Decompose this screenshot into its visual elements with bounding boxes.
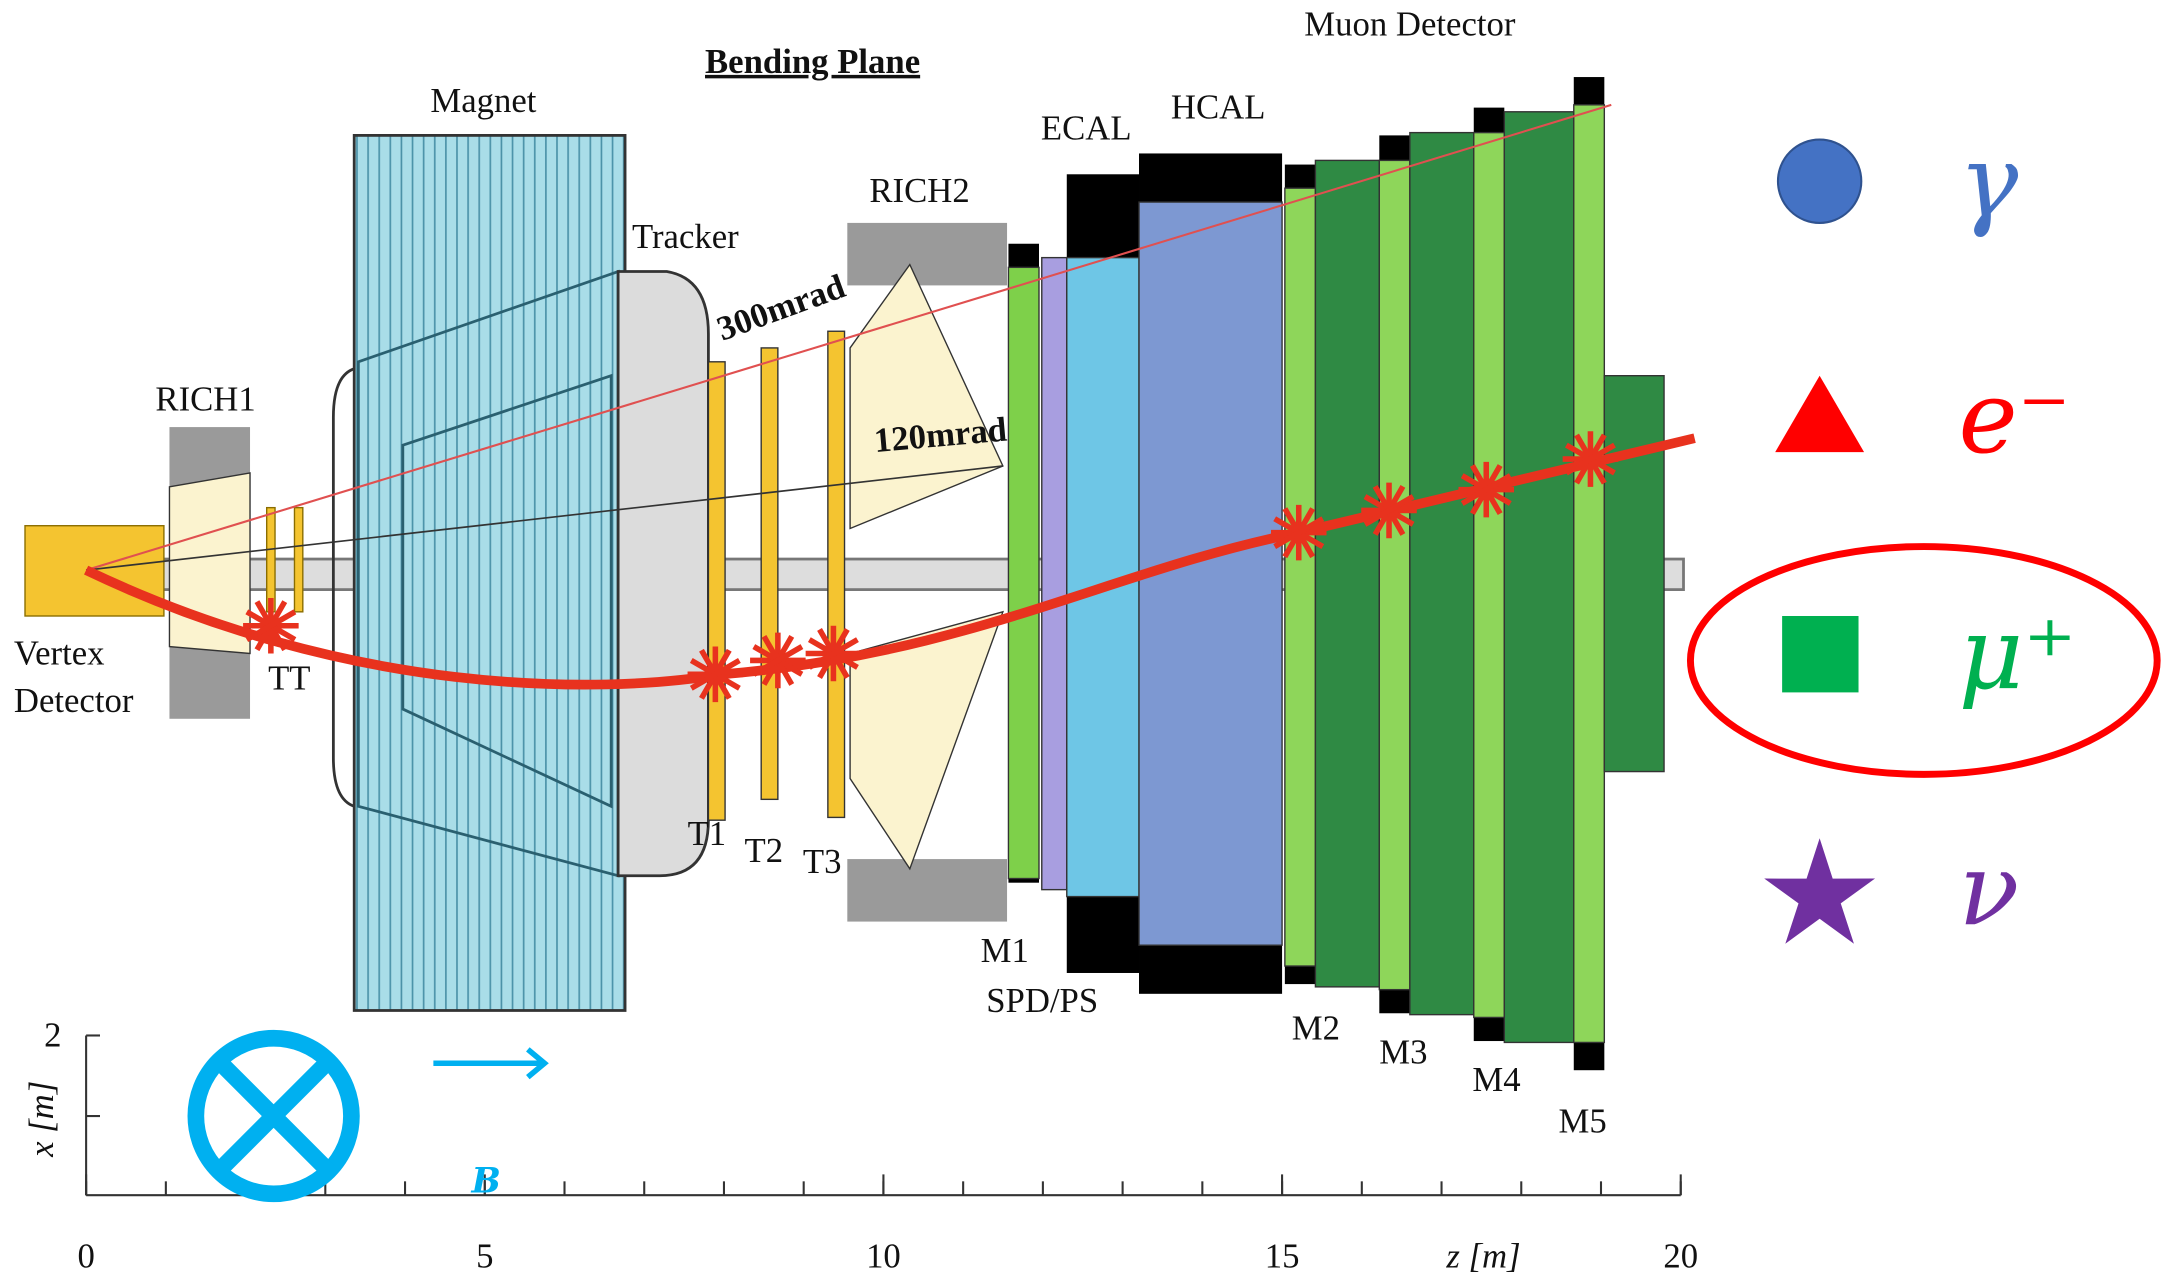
highlight-ring [1690,547,2157,775]
label: Detector [14,681,134,720]
tick-label: 20 [1663,1236,1698,1275]
label: RICH2 [869,171,969,210]
diagram: Bending Plane Muon Detector Magnet ECAL … [0,0,2178,1282]
tick-label: 0 [77,1236,94,1275]
field-label: B [470,1160,500,1201]
label: M3 [1379,1032,1427,1071]
label: Tracker [632,217,739,256]
label: T1 [688,814,727,853]
legend-label: μ⁺ [1959,595,2077,712]
legend-symbol [1764,838,1875,944]
label: M2 [1292,1009,1340,1048]
legend-label: ν [1959,831,2020,948]
legend: γ e⁻ μ⁺ ν [1690,123,2157,948]
legend-label: e⁻ [1959,359,2071,476]
label: RICH1 [155,379,255,418]
label: TT [268,659,310,698]
label: Vertex [14,634,105,673]
tick-label: 2 [44,1016,61,1055]
label: T3 [803,842,842,881]
tick-label: 10 [866,1236,901,1275]
page: {"header":{"title":"Bending Plane"}, "la… [0,0,2178,1282]
label: Muon Detector [1304,4,1516,43]
tick-label: 15 [1265,1236,1300,1275]
label: Magnet [430,81,536,120]
label: ECAL [1041,109,1132,148]
label: M1 [981,931,1029,970]
title: Bending Plane [705,42,920,81]
label: SPD/PS [986,981,1098,1020]
legend-label: γ [1959,123,2019,240]
detector [25,77,1695,1070]
axis-label: z [m] [1445,1236,1520,1275]
axes: z [m] x [m] 0 5 10 15 20 2 [22,1016,1698,1276]
legend-symbol [1782,616,1858,692]
label: M5 [1558,1102,1606,1141]
legend-symbol [1778,140,1861,223]
axis-label: x [m] [22,1081,61,1158]
label: HCAL [1171,88,1266,127]
label: T2 [745,831,784,870]
legend-symbol [1775,376,1864,452]
field: B [196,1038,545,1201]
label: M4 [1472,1060,1520,1099]
tick-label: 5 [476,1236,493,1275]
